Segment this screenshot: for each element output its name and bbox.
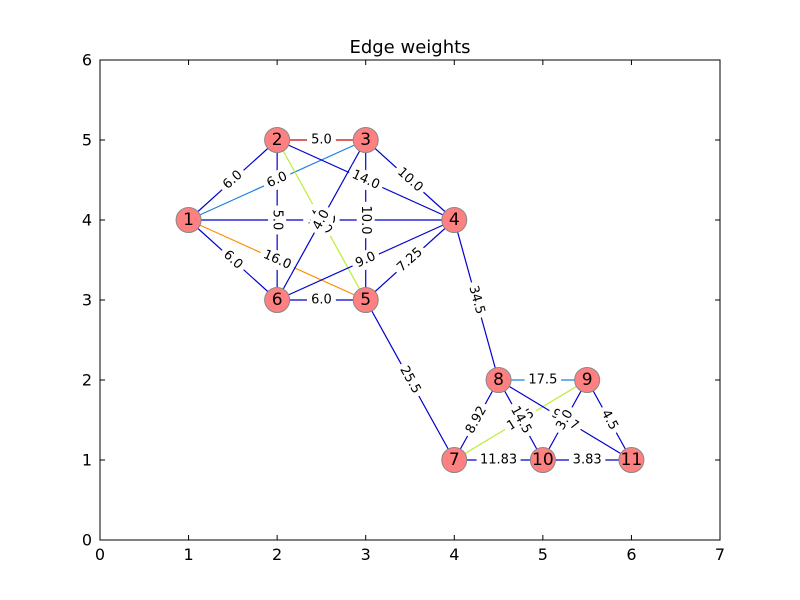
edge-label-7-10: 11.83 (476, 451, 521, 469)
edge-label-text: 34.5 (465, 284, 487, 316)
edge-label-4-8: 34.5 (462, 280, 490, 320)
edge-label-bg (306, 203, 337, 237)
edge-label-bg (476, 451, 521, 469)
nodes-layer: 1 2 3 4 5 6 7 8 9 10 11 (175, 127, 645, 473)
node-label-4: 4 (449, 210, 460, 230)
node-6 (264, 287, 291, 313)
edge-label-bg (524, 371, 562, 389)
x-tick-label: 5 (538, 545, 548, 564)
y-tick-label: 3 (82, 291, 92, 310)
x-tick-label: 1 (183, 545, 193, 564)
node-2 (264, 127, 291, 153)
edge-label-9-11: 4.5 (594, 403, 625, 437)
edge-label-bg (307, 131, 336, 149)
edge-label-bg (307, 291, 336, 309)
x-tick-label: 6 (626, 545, 636, 564)
node-label-8: 8 (493, 370, 504, 390)
node-10 (529, 447, 556, 473)
edge-label-text: 17.5 (528, 373, 557, 388)
y-tick-label: 4 (82, 211, 92, 230)
y-tick-label: 1 (82, 451, 92, 470)
node-8 (485, 367, 512, 393)
edge-label-8-9: 17.5 (524, 371, 562, 389)
edge-label-bg (348, 245, 383, 275)
y-tick-label: 2 (82, 371, 92, 390)
edge-label-bg (216, 243, 250, 277)
node-7 (441, 447, 468, 473)
node-label-2: 2 (272, 130, 283, 150)
edge-label-bg (504, 399, 538, 441)
x-tick-label: 2 (272, 545, 282, 564)
edge-label-text: 6.0 (311, 293, 332, 308)
x-tick-label: 4 (449, 545, 459, 564)
edge-label-bg (268, 205, 287, 235)
node-9 (574, 367, 601, 393)
edge-label-5-6: 6.0 (307, 291, 336, 309)
node-label-1: 1 (183, 210, 194, 230)
plot-title: Edge weights (349, 37, 470, 58)
edge-label-3-5: 10.0 (356, 201, 375, 239)
edge-label-10-11: 3.83 (568, 451, 606, 469)
y-tick-label: 5 (82, 131, 92, 150)
node-1 (175, 207, 202, 233)
node-label-5: 5 (360, 290, 371, 310)
edge-label-bg (459, 399, 494, 441)
edge-label-2-3: 5.0 (307, 131, 336, 149)
edge-label-text: 5.0 (311, 133, 332, 148)
edge-label-bg (568, 451, 606, 469)
edge-label-7-8: 8.92 (459, 399, 494, 441)
edge-label-text: 3.83 (573, 453, 602, 468)
node-label-11: 11 (621, 450, 643, 470)
node-label-3: 3 (360, 130, 371, 150)
edge-label-bg (390, 241, 430, 279)
node-3 (352, 127, 379, 153)
y-tick-label: 0 (82, 531, 92, 550)
x-tick-label: 3 (361, 545, 371, 564)
node-label-6: 6 (272, 290, 283, 310)
edge-label-text: 5.0 (270, 210, 285, 231)
y-tick-label: 6 (82, 51, 92, 70)
edge-label-bg (345, 164, 387, 196)
edge-label-2-6: 5.0 (268, 205, 287, 235)
edge-label-bg (356, 201, 375, 239)
node-label-9: 9 (582, 370, 593, 390)
x-tick-label: 7 (715, 545, 725, 564)
edge-label-bg (256, 244, 298, 276)
node-4 (441, 207, 468, 233)
node-label-7: 7 (449, 450, 460, 470)
edge-label-3-6: 4.0 (306, 203, 337, 237)
edge-label-bg (260, 165, 294, 195)
edge-label-bg (550, 403, 580, 437)
edge-label-1-2: 6.0 (216, 163, 250, 197)
edge-label-5-7: 25.5 (393, 359, 427, 401)
edge-label-bg (390, 161, 430, 199)
x-tick-label: 0 (95, 545, 105, 564)
edge-label-text: 11.83 (480, 453, 517, 468)
edge-label-text: 10.0 (358, 206, 373, 235)
ticks-layer: 0 1 2 3 4 5 6 7 0 1 2 3 4 5 6 (82, 51, 725, 565)
edge-label-1-6: 6.0 (216, 243, 250, 277)
edge-label-1-3: 6.0 (260, 165, 294, 195)
node-label-10: 10 (532, 450, 554, 470)
edge-label-bg (594, 403, 625, 437)
edge-label-bg (462, 280, 490, 320)
node-11 (618, 447, 645, 473)
edge-label-9-10: 3.0 (550, 403, 580, 437)
edge-label-bg (393, 359, 427, 401)
node-5 (352, 287, 379, 313)
edge-label-bg (216, 163, 250, 197)
edge-label-4-6: 9.0 (348, 245, 383, 275)
